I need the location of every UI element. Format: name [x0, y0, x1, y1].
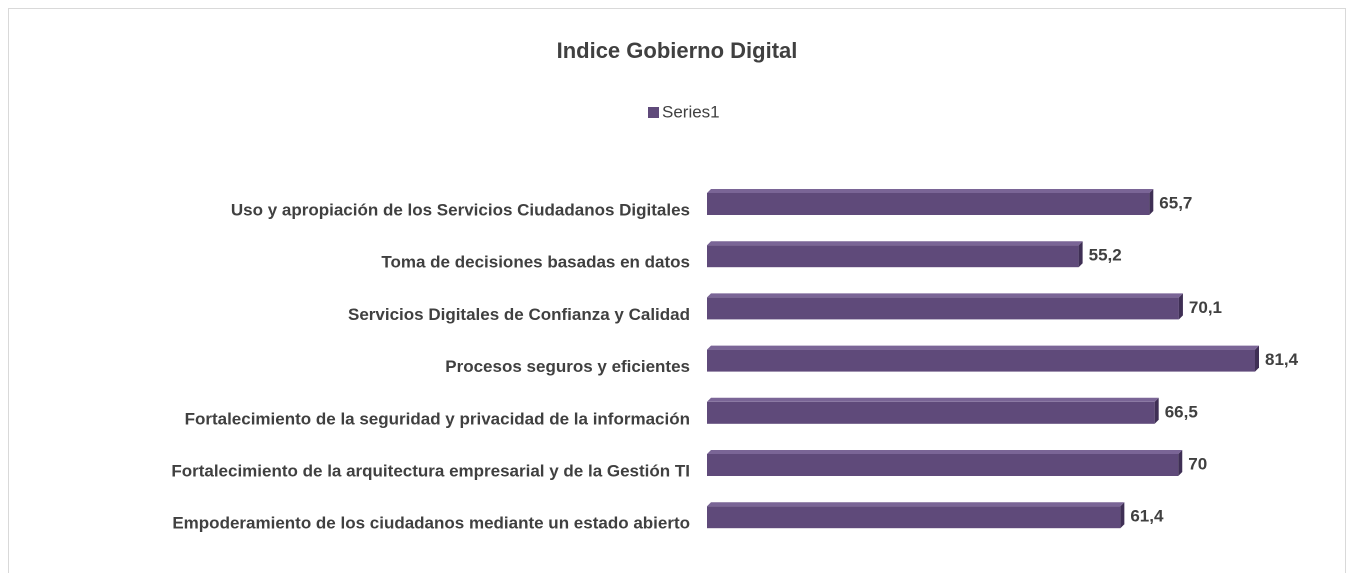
bar-top: [707, 502, 1125, 507]
data-label: 70: [1188, 454, 1207, 473]
bar-top: [707, 189, 1154, 193]
bar: [707, 189, 1154, 215]
category-label: Servicios Digitales de Confianza y Calid…: [348, 305, 690, 324]
data-label: 61,4: [1130, 507, 1164, 526]
legend: Series1: [648, 102, 720, 121]
bar-side: [1178, 450, 1183, 476]
category-label: Fortalecimiento de la arquitectura empre…: [171, 461, 690, 480]
bar-front: [707, 245, 1079, 268]
chart-frame: [8, 8, 1346, 578]
bar: [707, 293, 1183, 320]
bar: [707, 397, 1159, 424]
data-label: 55,2: [1089, 246, 1122, 265]
data-label: 81,4: [1265, 350, 1299, 369]
bar-side: [1178, 293, 1183, 320]
bar-side: [1255, 345, 1259, 372]
bar-front: [707, 349, 1255, 372]
bar-side: [1149, 189, 1154, 215]
category-label: Toma de decisiones basadas en datos: [381, 253, 690, 272]
legend-swatch: [648, 107, 659, 118]
category-label: Empoderamiento de los ciudadanos mediant…: [172, 514, 690, 533]
bar-front: [707, 506, 1121, 529]
bar: [707, 502, 1125, 529]
bar-side: [1078, 241, 1083, 268]
category-label: Procesos seguros y eficientes: [445, 357, 690, 376]
data-label: 65,7: [1159, 193, 1192, 212]
bar-side: [1154, 397, 1159, 424]
bar-top: [707, 293, 1183, 298]
bar-top: [707, 241, 1083, 246]
bar: [707, 241, 1083, 268]
bar: [707, 450, 1183, 476]
category-label: Fortalecimiento de la seguridad y privac…: [185, 409, 690, 428]
bar-top: [707, 450, 1183, 454]
category-label: Uso y apropiación de los Servicios Ciuda…: [231, 200, 690, 219]
bar-front: [707, 193, 1150, 215]
bar-front: [707, 401, 1155, 424]
bar-front: [707, 297, 1179, 320]
legend-label: Series1: [662, 102, 720, 121]
data-label: 66,5: [1165, 402, 1198, 421]
bar: [707, 345, 1259, 372]
bar-side: [1120, 502, 1125, 529]
chart-title: Indice Gobierno Digital: [557, 38, 798, 63]
bar-front: [707, 454, 1179, 476]
bar-top: [707, 397, 1159, 402]
data-label: 70,1: [1189, 298, 1222, 317]
bar-top: [707, 345, 1259, 350]
